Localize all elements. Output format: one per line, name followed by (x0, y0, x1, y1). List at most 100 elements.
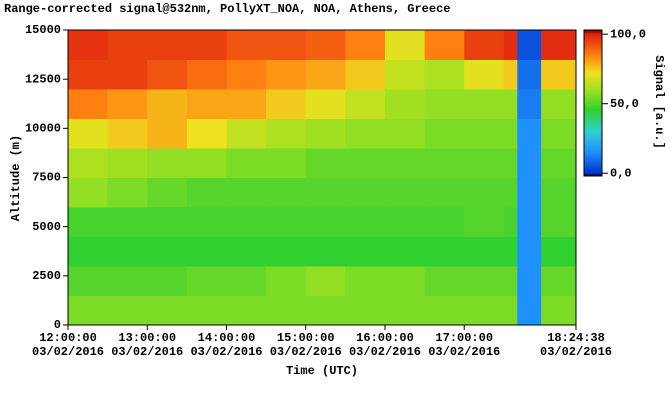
colorbar-strip (584, 129, 602, 131)
heatmap-cell (345, 295, 386, 326)
heatmap-cell (186, 30, 227, 60)
colorbar-strip (584, 43, 602, 45)
heatmap-cell (517, 266, 542, 296)
heatmap-cell (503, 177, 518, 208)
colorbar-strip (584, 116, 602, 118)
heatmap-cell (107, 207, 148, 237)
colorbar-strip (584, 155, 602, 157)
heatmap-cell (517, 118, 542, 149)
heatmap-cell (424, 177, 465, 208)
colorbar-strip (584, 75, 602, 77)
heatmap-cell (541, 30, 577, 60)
heatmap-cell (503, 89, 518, 119)
heatmap-cell (384, 30, 426, 60)
heatmap-cell (226, 89, 267, 119)
colorbar-strip (584, 101, 602, 103)
heatmap-cell (503, 266, 518, 296)
colorbar-strip (584, 121, 602, 123)
colorbar-strip (584, 67, 602, 69)
colorbar-strip (584, 144, 602, 146)
heatmap-cell (503, 148, 518, 178)
heatmap-cell (464, 89, 505, 119)
heatmap-cell (147, 266, 188, 296)
heatmap-cell (384, 266, 426, 296)
colorbar-strip (584, 157, 602, 159)
heatmap-cell (266, 266, 307, 296)
heatmap-cell (68, 118, 109, 149)
colorbar-strip (584, 145, 602, 147)
colorbar-strip (584, 107, 602, 109)
heatmap-cell (464, 59, 505, 90)
colorbar-strip (584, 63, 602, 65)
heatmap-cell (305, 148, 346, 178)
colorbar-strip (584, 42, 602, 44)
heatmap-cell (68, 295, 109, 326)
y-axis-label: Altitude (m) (9, 135, 23, 221)
heatmap-cell (464, 266, 505, 296)
colorbar-strip (584, 37, 602, 39)
heatmap-cell (147, 89, 188, 119)
colorbar-strip (584, 35, 602, 37)
colorbar-strip (584, 95, 602, 97)
heatmap-cell (503, 118, 518, 149)
heatmap-cell (345, 118, 386, 149)
colorbar-strip (584, 50, 602, 52)
y-tick-label: 12500 (25, 72, 61, 86)
colorbar-strip (584, 33, 602, 35)
heatmap-cell (517, 236, 542, 267)
heatmap-cell (384, 177, 426, 208)
heatmap-cell (345, 207, 386, 237)
colorbar-strip (584, 112, 602, 114)
heatmap-cell (68, 89, 109, 119)
colorbar-strip (584, 96, 602, 98)
heatmap-cell (424, 236, 465, 267)
colorbar-strip (584, 158, 602, 160)
heatmap-cell (68, 148, 109, 178)
heatmap-cell (147, 295, 188, 326)
heatmap-cell (226, 148, 267, 178)
heatmap-cell (68, 177, 109, 208)
colorbar-strip (584, 93, 602, 95)
colorbar-tick-label: 0,0 (610, 166, 632, 180)
y-tick-label: 7500 (32, 171, 61, 185)
y-tick-label: 5000 (32, 220, 61, 234)
heatmap-cell (541, 295, 577, 326)
colorbar-strip (584, 118, 602, 120)
heatmap-cell (107, 177, 148, 208)
heatmap-cell (186, 89, 227, 119)
y-tick-label: 0 (54, 318, 61, 332)
colorbar-strip (584, 136, 602, 138)
heatmap-cell (68, 30, 109, 60)
heatmap-cell (266, 207, 307, 237)
heatmap-cell (186, 236, 227, 267)
heatmap-cell (226, 266, 267, 296)
colorbar-strip (584, 52, 602, 54)
colorbar-strip (584, 45, 602, 47)
heatmap-cell (107, 30, 148, 60)
heatmap-cell (464, 30, 505, 60)
heatmap-cell (305, 30, 346, 60)
colorbar-strip (584, 164, 602, 166)
heatmap-cell (266, 177, 307, 208)
colorbar-strip (584, 79, 602, 81)
heatmap-cell (266, 236, 307, 267)
colorbar-strip (584, 137, 602, 139)
colorbar-strip (584, 174, 602, 176)
colorbar-strip (584, 69, 602, 71)
colorbar-strip (584, 133, 602, 135)
heatmap-cell (424, 295, 465, 326)
heatmap-cell (305, 295, 346, 326)
heatmap-cell (503, 30, 518, 60)
colorbar-strip (584, 142, 602, 144)
colorbar-strip (584, 92, 602, 94)
colorbar-strip (584, 46, 602, 48)
colorbar-strip (584, 134, 602, 136)
heatmap-cell (305, 89, 346, 119)
heatmap-cell (147, 148, 188, 178)
heatmap-cell (503, 236, 518, 267)
colorbar-strip (584, 135, 602, 137)
colorbar-strip (584, 172, 602, 174)
colorbar-strip (584, 84, 602, 86)
colorbar-strip (584, 36, 602, 38)
colorbar-strip (584, 154, 602, 156)
